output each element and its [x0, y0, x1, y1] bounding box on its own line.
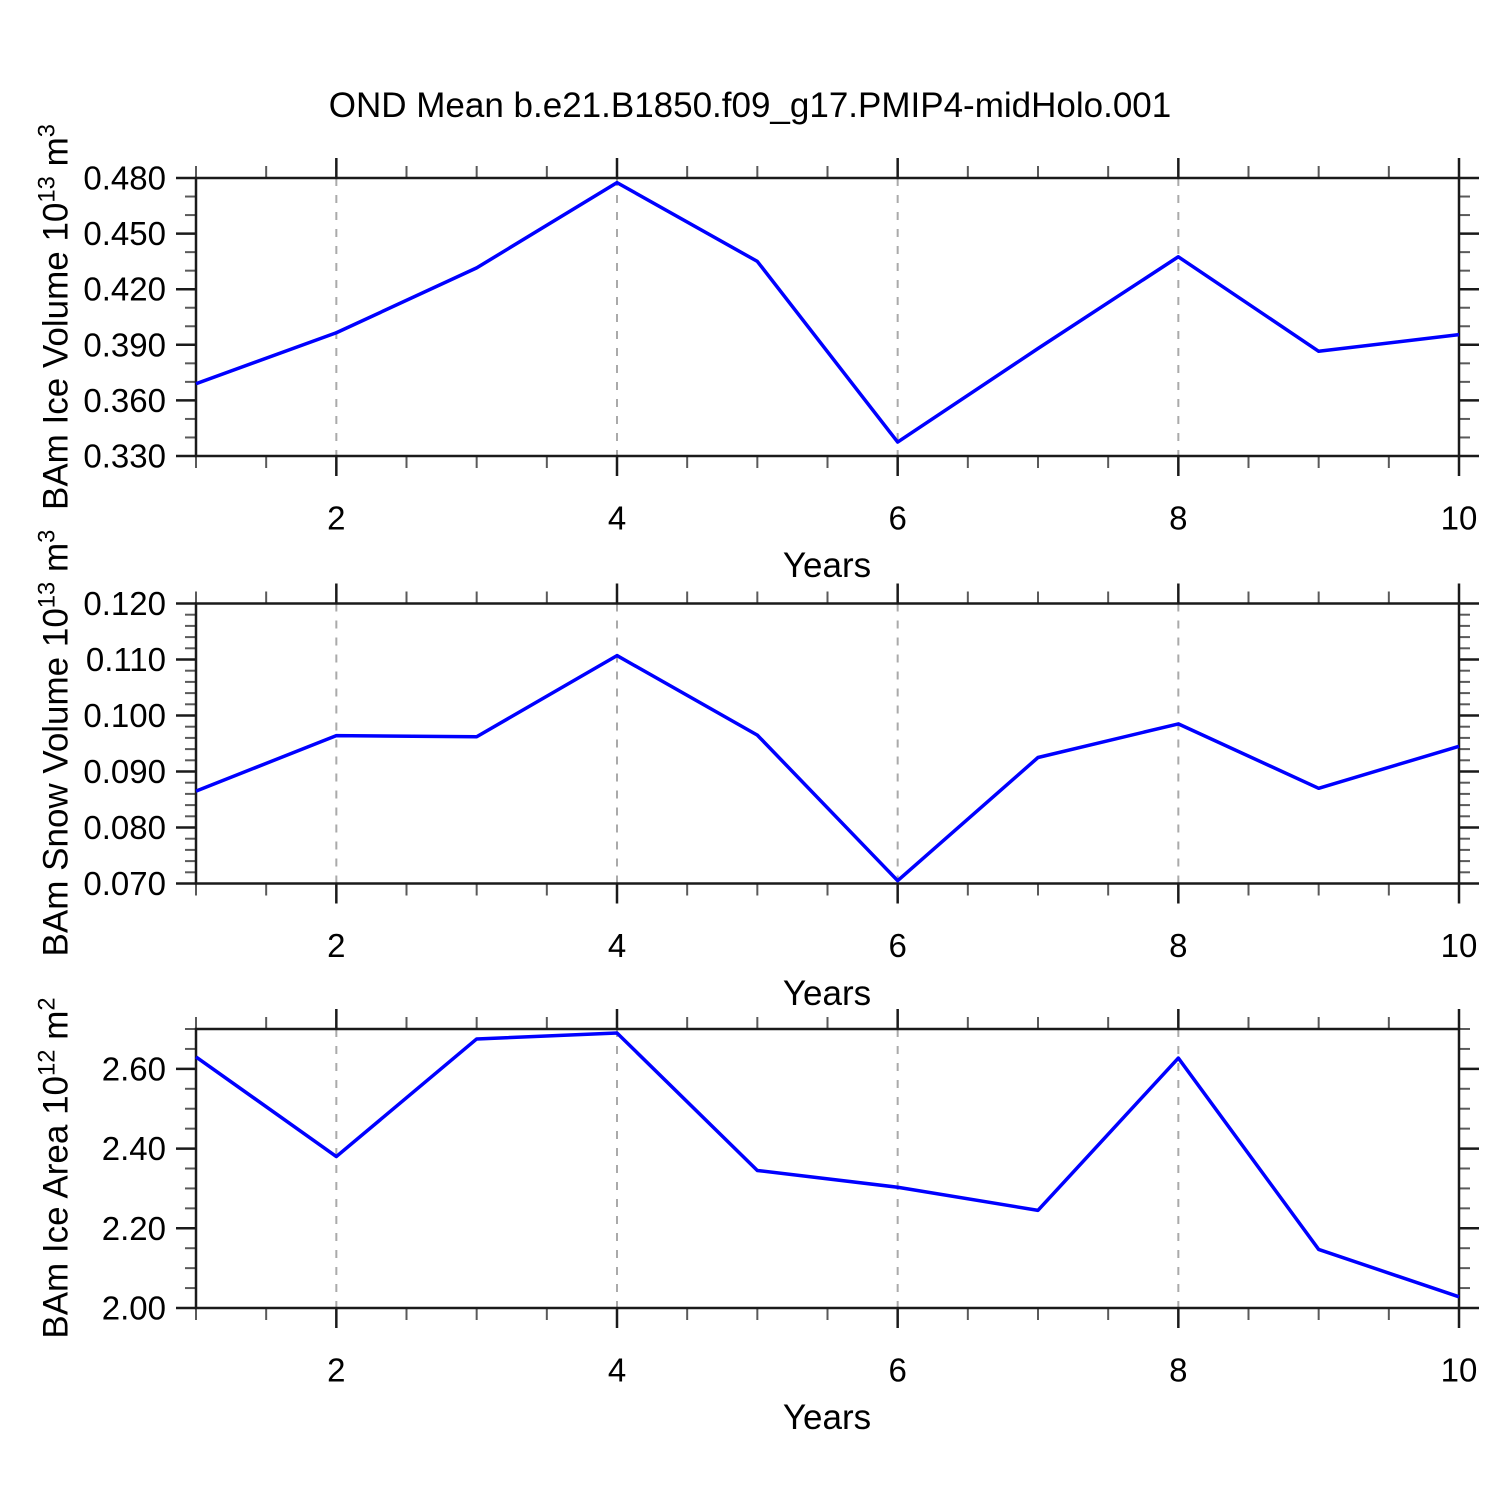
x-tick-label: 10: [1441, 500, 1478, 537]
x-tick-label: 8: [1169, 927, 1187, 964]
axes-box-ice-volume: [194, 176, 1461, 458]
x-tick-label: 2: [327, 1352, 345, 1389]
ylabel-text: BAm Snow Volume 10: [36, 608, 76, 957]
data-line-snow-volume: [195, 653, 1460, 883]
data-line-ice-volume: [195, 180, 1460, 444]
y-tick-label: 0.390: [83, 326, 166, 363]
ylabel-exponent: 3: [33, 123, 61, 138]
y-tick-label: 2.20: [102, 1210, 166, 1247]
x-tick-label: 4: [608, 1352, 626, 1389]
y-tick-label: 0.420: [83, 271, 166, 308]
y-tick-label: 2.60: [102, 1050, 166, 1087]
x-tick-label: 2: [327, 927, 345, 964]
y-axis-label-ice-volume: BAm Ice Volume 1013 m3: [34, 124, 77, 510]
ylabel-text: BAm Ice Area 10: [36, 1075, 76, 1339]
axes-box-ice-area: [194, 1027, 1461, 1310]
x-tick-label: 10: [1441, 927, 1478, 964]
y-tick-label: 0.330: [83, 438, 166, 475]
y-tick-label: 0.110: [86, 641, 166, 678]
y-tick-label: 0.480: [83, 160, 166, 197]
x-tick-label: 8: [1169, 1352, 1187, 1389]
y-tick-label: 2.00: [102, 1290, 166, 1327]
data-line-ice-area: [194, 1031, 1460, 1299]
x-axis-label-years-panel2: Years: [782, 974, 872, 1013]
ylabel-text: m: [36, 1010, 76, 1050]
figure-title: OND Mean b.e21.B1850.f09_g17.PMIP4-midHo…: [328, 86, 1172, 125]
y-tick-label: 2.40: [102, 1130, 166, 1167]
ylabel-text: m: [36, 542, 76, 582]
ylabel-exponent: 3: [33, 529, 61, 543]
x-tick-label: 6: [888, 927, 906, 964]
axes-box-snow-volume: [194, 602, 1461, 885]
y-tick-label: 0.080: [83, 809, 166, 846]
x-tick-label: 10: [1441, 1352, 1478, 1389]
y-tick-label: 0.360: [83, 382, 166, 419]
x-tick-label: 4: [608, 500, 626, 537]
y-tick-label: 0.070: [83, 865, 166, 902]
y-tick-label: 0.450: [83, 215, 166, 252]
ylabel-exponent: 13: [33, 176, 61, 203]
ylabel-text: m: [36, 137, 76, 177]
ylabel-exponent: 2: [33, 997, 61, 1011]
y-tick-label: 0.100: [83, 697, 166, 734]
x-tick-label: 8: [1169, 500, 1187, 537]
ylabel-exponent: 13: [33, 581, 61, 609]
y-tick-label: 0.120: [83, 585, 166, 622]
x-tick-label: 4: [608, 927, 626, 964]
ylabel-text: BAm Ice Volume 10: [36, 202, 76, 511]
x-tick-label: 2: [327, 500, 345, 537]
x-axis-label-years-panel3: Years: [782, 1398, 872, 1437]
y-axis-label-ice-area: BAm Ice Area 1012 m2: [34, 997, 77, 1338]
x-tick-label: 6: [888, 500, 906, 537]
y-axis-label-snow-volume: BAm Snow Volume 1013 m3: [34, 530, 77, 957]
x-tick-label: 6: [888, 1352, 906, 1389]
ylabel-exponent: 12: [33, 1049, 61, 1076]
y-tick-label: 0.090: [83, 753, 166, 790]
x-axis-label-years-panel1: Years: [782, 546, 872, 585]
